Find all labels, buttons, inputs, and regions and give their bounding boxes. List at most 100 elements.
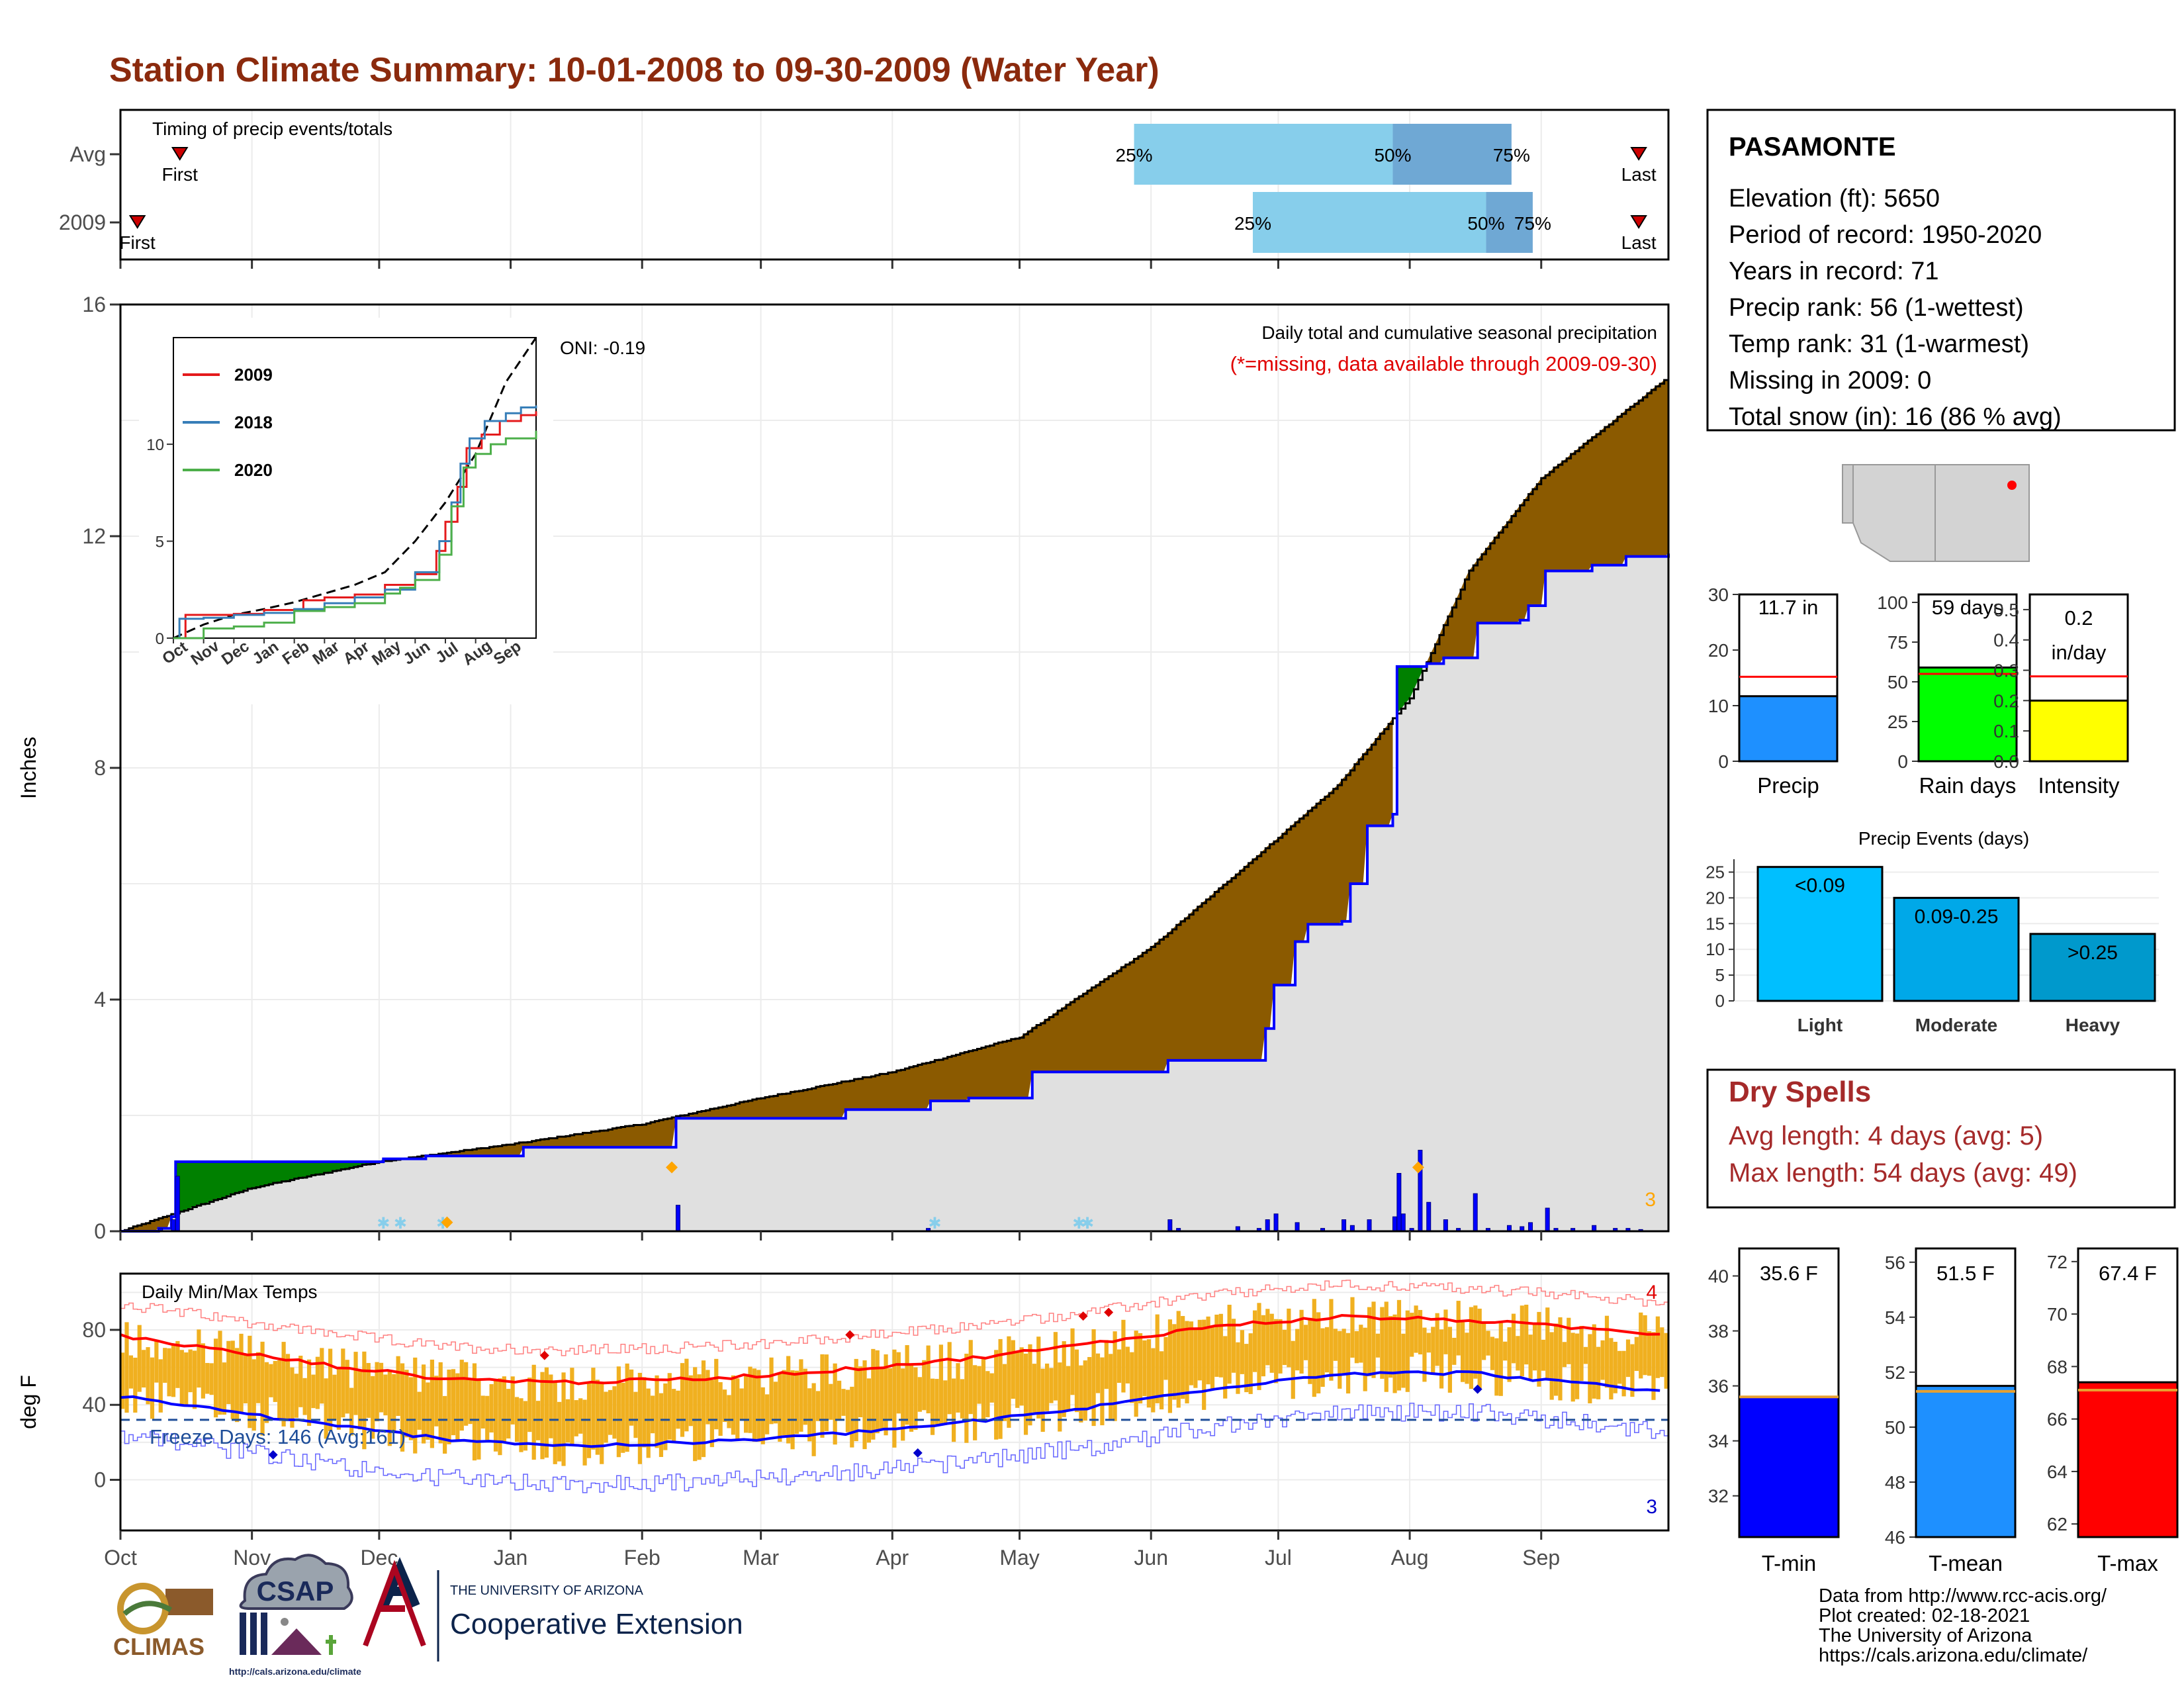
temp-daily-bar bbox=[786, 1356, 791, 1444]
temp-bar-ytick-label: 50 bbox=[1885, 1417, 1905, 1438]
precip-2009-area bbox=[120, 553, 1668, 1231]
temp-daily-bar bbox=[298, 1356, 303, 1407]
temp-daily-bar bbox=[1431, 1327, 1435, 1375]
temp-daily-bar bbox=[625, 1363, 629, 1452]
temp-daily-bar bbox=[646, 1388, 651, 1458]
inset-legend-label: 2020 bbox=[234, 460, 273, 480]
timing-panel: Timing of precip events/totals Avg 25% 50% 7… bbox=[59, 109, 1670, 269]
temp-daily-bar bbox=[642, 1377, 647, 1448]
temp-daily-bar bbox=[684, 1358, 689, 1432]
temp-daily-bar bbox=[404, 1370, 409, 1438]
temp-daily-bar bbox=[1592, 1324, 1596, 1399]
temp-daily-bar bbox=[417, 1391, 422, 1430]
temp-bar-ytick-label: 54 bbox=[1885, 1307, 1905, 1328]
temp-average-min-line bbox=[120, 1370, 1661, 1448]
temp-daily-bar bbox=[1537, 1311, 1541, 1387]
temp-daily-bar bbox=[850, 1386, 854, 1448]
snow-marker: ✱ bbox=[928, 1215, 941, 1233]
summary-ytick-label: 0 bbox=[1897, 751, 1908, 772]
temp-daily-bar bbox=[400, 1363, 405, 1452]
temp-daily-bar bbox=[230, 1340, 235, 1419]
temp-daily-bar bbox=[1600, 1340, 1605, 1380]
precip-ytick-label: 16 bbox=[82, 293, 106, 316]
temp-bar-ytick-label: 38 bbox=[1708, 1321, 1729, 1342]
temp-daily-bar bbox=[281, 1342, 286, 1427]
temp-daily-bar bbox=[239, 1333, 244, 1413]
snow-marker: ✱ bbox=[1072, 1215, 1085, 1233]
temp-daily-bar bbox=[205, 1362, 210, 1394]
temp-daily-bar bbox=[752, 1368, 757, 1442]
temp-daily-bar bbox=[866, 1378, 872, 1443]
temp-daily-bar bbox=[1567, 1317, 1571, 1364]
temp-daily-bar bbox=[930, 1378, 935, 1435]
temp-daily-bar bbox=[184, 1352, 189, 1407]
temp-daily-bar bbox=[1036, 1336, 1041, 1419]
temp-daily-bar bbox=[748, 1366, 752, 1433]
temp-daily-bar bbox=[345, 1360, 349, 1414]
temp-daily-bar bbox=[1163, 1336, 1168, 1380]
summary-ytick-label: 30 bbox=[1708, 585, 1729, 605]
temp-daily-bar bbox=[1583, 1346, 1588, 1364]
temp-daily-bar bbox=[1044, 1363, 1050, 1411]
temp-daily-bar bbox=[582, 1399, 587, 1466]
timing-q75-label: 75% bbox=[1514, 213, 1551, 234]
temp-daily-bar bbox=[693, 1367, 698, 1462]
temp-daily-bar bbox=[875, 1350, 880, 1434]
temp-daily-bar bbox=[629, 1369, 634, 1426]
temp-daily-bar bbox=[1062, 1341, 1066, 1417]
temp-daily-bar bbox=[1011, 1340, 1015, 1399]
temp-daily-bar bbox=[884, 1354, 888, 1436]
temp-daily-bar bbox=[688, 1375, 693, 1427]
events-bar bbox=[1756, 866, 1884, 1002]
timing-q50-label: 50% bbox=[1467, 213, 1504, 234]
station-info-line: Total snow (in): 16 (86 % avg) bbox=[1729, 403, 2062, 431]
chart-title: Station Climate Summary: 10-01-2008 to 0… bbox=[109, 51, 1160, 89]
temp-daily-bar bbox=[1422, 1327, 1427, 1382]
temp-daily-bar bbox=[994, 1350, 999, 1440]
temp-daily-bar bbox=[676, 1390, 680, 1429]
precip-surplus-area bbox=[175, 1158, 400, 1214]
month-label: Aug bbox=[1391, 1546, 1429, 1570]
precip-daily-bar bbox=[1265, 1219, 1270, 1232]
precip-2009-line bbox=[120, 553, 1670, 1233]
temp-daily-bar bbox=[1231, 1319, 1236, 1373]
temp-daily-bar bbox=[315, 1356, 320, 1409]
precip-flag-marker bbox=[441, 1216, 453, 1229]
timing-box-upper bbox=[1486, 192, 1533, 253]
summary-value-unit: in/day bbox=[2052, 641, 2107, 664]
temp-daily-bar bbox=[1435, 1313, 1439, 1366]
temp-daily-bar bbox=[905, 1345, 909, 1425]
temp-daily-bar bbox=[1634, 1336, 1639, 1372]
temp-daily-bar bbox=[1244, 1344, 1249, 1393]
temp-daily-bar bbox=[943, 1380, 948, 1424]
temp-record-high-line bbox=[120, 1280, 1668, 1356]
temp-daily-bar bbox=[765, 1394, 770, 1434]
temp-daily-bar bbox=[1257, 1303, 1261, 1390]
month-label: Mar bbox=[743, 1546, 779, 1570]
precip-daily-bar bbox=[1443, 1219, 1448, 1232]
temp-daily-bar bbox=[498, 1378, 502, 1456]
temp-daily-bar bbox=[1079, 1365, 1083, 1423]
events-bar-label: <0.09 bbox=[1795, 875, 1845, 897]
temp-daily-bar bbox=[332, 1374, 337, 1421]
temp-daily-bar bbox=[549, 1374, 553, 1438]
temp-daily-bar bbox=[1248, 1333, 1253, 1394]
events-category-label: Heavy bbox=[2066, 1015, 2120, 1035]
credit-line: https://cals.arizona.edu/climate/ bbox=[1819, 1645, 2088, 1666]
temp-daily-bar bbox=[290, 1367, 295, 1428]
temp-daily-bar bbox=[213, 1338, 218, 1418]
temp-daily-bar bbox=[1185, 1321, 1189, 1404]
temp-daily-bar bbox=[1630, 1344, 1635, 1397]
inset-ytick-label: 10 bbox=[146, 436, 164, 454]
summary-category-label: Precip bbox=[1757, 773, 1819, 798]
temp-daily-bar bbox=[459, 1360, 464, 1431]
temp-daily-bar bbox=[1545, 1307, 1550, 1379]
temp-daily-bar bbox=[952, 1378, 956, 1442]
temp-count-low: 3 bbox=[1646, 1496, 1657, 1518]
credit-line: Plot created: 02-18-2021 bbox=[1819, 1605, 2030, 1626]
temp-daily-bar bbox=[1350, 1297, 1355, 1358]
timing-q25-label: 25% bbox=[1234, 213, 1271, 234]
temp-daily-bar bbox=[357, 1370, 363, 1430]
temp-daily-bar bbox=[510, 1376, 515, 1425]
temp-daily-bar bbox=[328, 1348, 333, 1431]
